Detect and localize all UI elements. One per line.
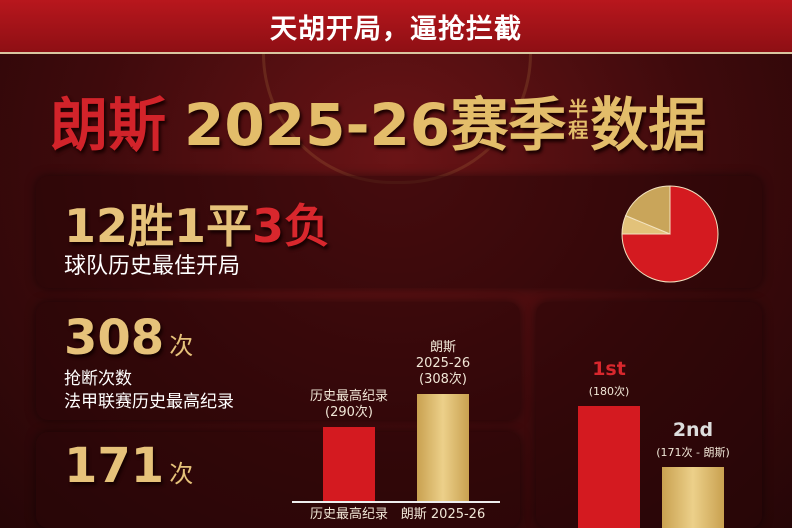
- record-subtitle: 球队历史最佳开局: [64, 254, 241, 279]
- rank-value-1: (171次 - 朗斯): [656, 445, 730, 459]
- tackles-number-line: 308 次: [64, 310, 193, 366]
- x-tick-label-0: 历史最高纪录: [309, 507, 388, 522]
- tackles-label: 抢断次数: [64, 369, 132, 389]
- rank-bar-1: [662, 466, 724, 528]
- rank-place-1: 2nd: [672, 418, 714, 441]
- second-unit: 次: [169, 460, 194, 488]
- page-title: 朗斯 2025-26赛季 半程 数据: [50, 78, 706, 162]
- draws-number: 1: [174, 199, 207, 253]
- chart-baseline: [292, 501, 500, 503]
- rank-value-0: (180次): [588, 384, 630, 398]
- ranking-card: [536, 302, 762, 528]
- bar-top-label-1: 朗斯 2025-26 (308次): [393, 340, 493, 388]
- header-banner: 天胡开局，逼抢拦截: [0, 0, 792, 54]
- record-line: 12胜1平3负: [64, 190, 330, 256]
- losses-number: 3: [252, 199, 285, 253]
- title-suffix: 数据: [590, 91, 707, 159]
- losses-unit: 负: [284, 199, 331, 253]
- tackles-unit: 次: [169, 332, 194, 360]
- x-tick-label-1: 朗斯 2025-26: [400, 507, 486, 522]
- bar-top-label-line: 历史最高纪录: [309, 389, 388, 404]
- pie-slice-2: [625, 185, 671, 235]
- rank-bar-0: [578, 405, 640, 528]
- record-card: 12胜1平3负 球队历史最佳开局: [36, 176, 762, 288]
- rank-place-0: 1st: [592, 357, 626, 380]
- title-team: 朗斯: [50, 91, 167, 159]
- record-pie-chart: [621, 185, 719, 283]
- bar-0: [323, 427, 375, 501]
- bar-top-label-line: (290次): [325, 405, 373, 420]
- second-number: 171: [64, 438, 165, 494]
- ranking-chart: 1st (180次) 2nd (171次 - 朗斯): [536, 302, 762, 528]
- title-half: 半程: [568, 99, 588, 141]
- draws-unit: 平: [206, 199, 253, 253]
- bar-top-label-line: (308次): [419, 371, 467, 387]
- title-season: 2025-26赛季: [184, 91, 567, 159]
- title-half-top: 半: [568, 97, 589, 121]
- tackles-record-label: 法甲联赛历史最高纪录: [64, 392, 234, 412]
- wins-count: 12胜: [64, 199, 175, 253]
- bar-top-label-line: 朗斯: [429, 339, 456, 355]
- title-half-bottom: 程: [568, 118, 589, 142]
- bar-1: [417, 393, 469, 501]
- second-number-line: 171 次: [64, 438, 193, 494]
- tackles-number: 308: [64, 310, 165, 366]
- pie-slice-0: [621, 185, 719, 283]
- bar-top-label-line: 2025-26: [415, 355, 471, 371]
- banner-text: 天胡开局，逼抢拦截: [270, 13, 522, 45]
- bar-top-label-0: 历史最高纪录 (290次): [299, 389, 399, 421]
